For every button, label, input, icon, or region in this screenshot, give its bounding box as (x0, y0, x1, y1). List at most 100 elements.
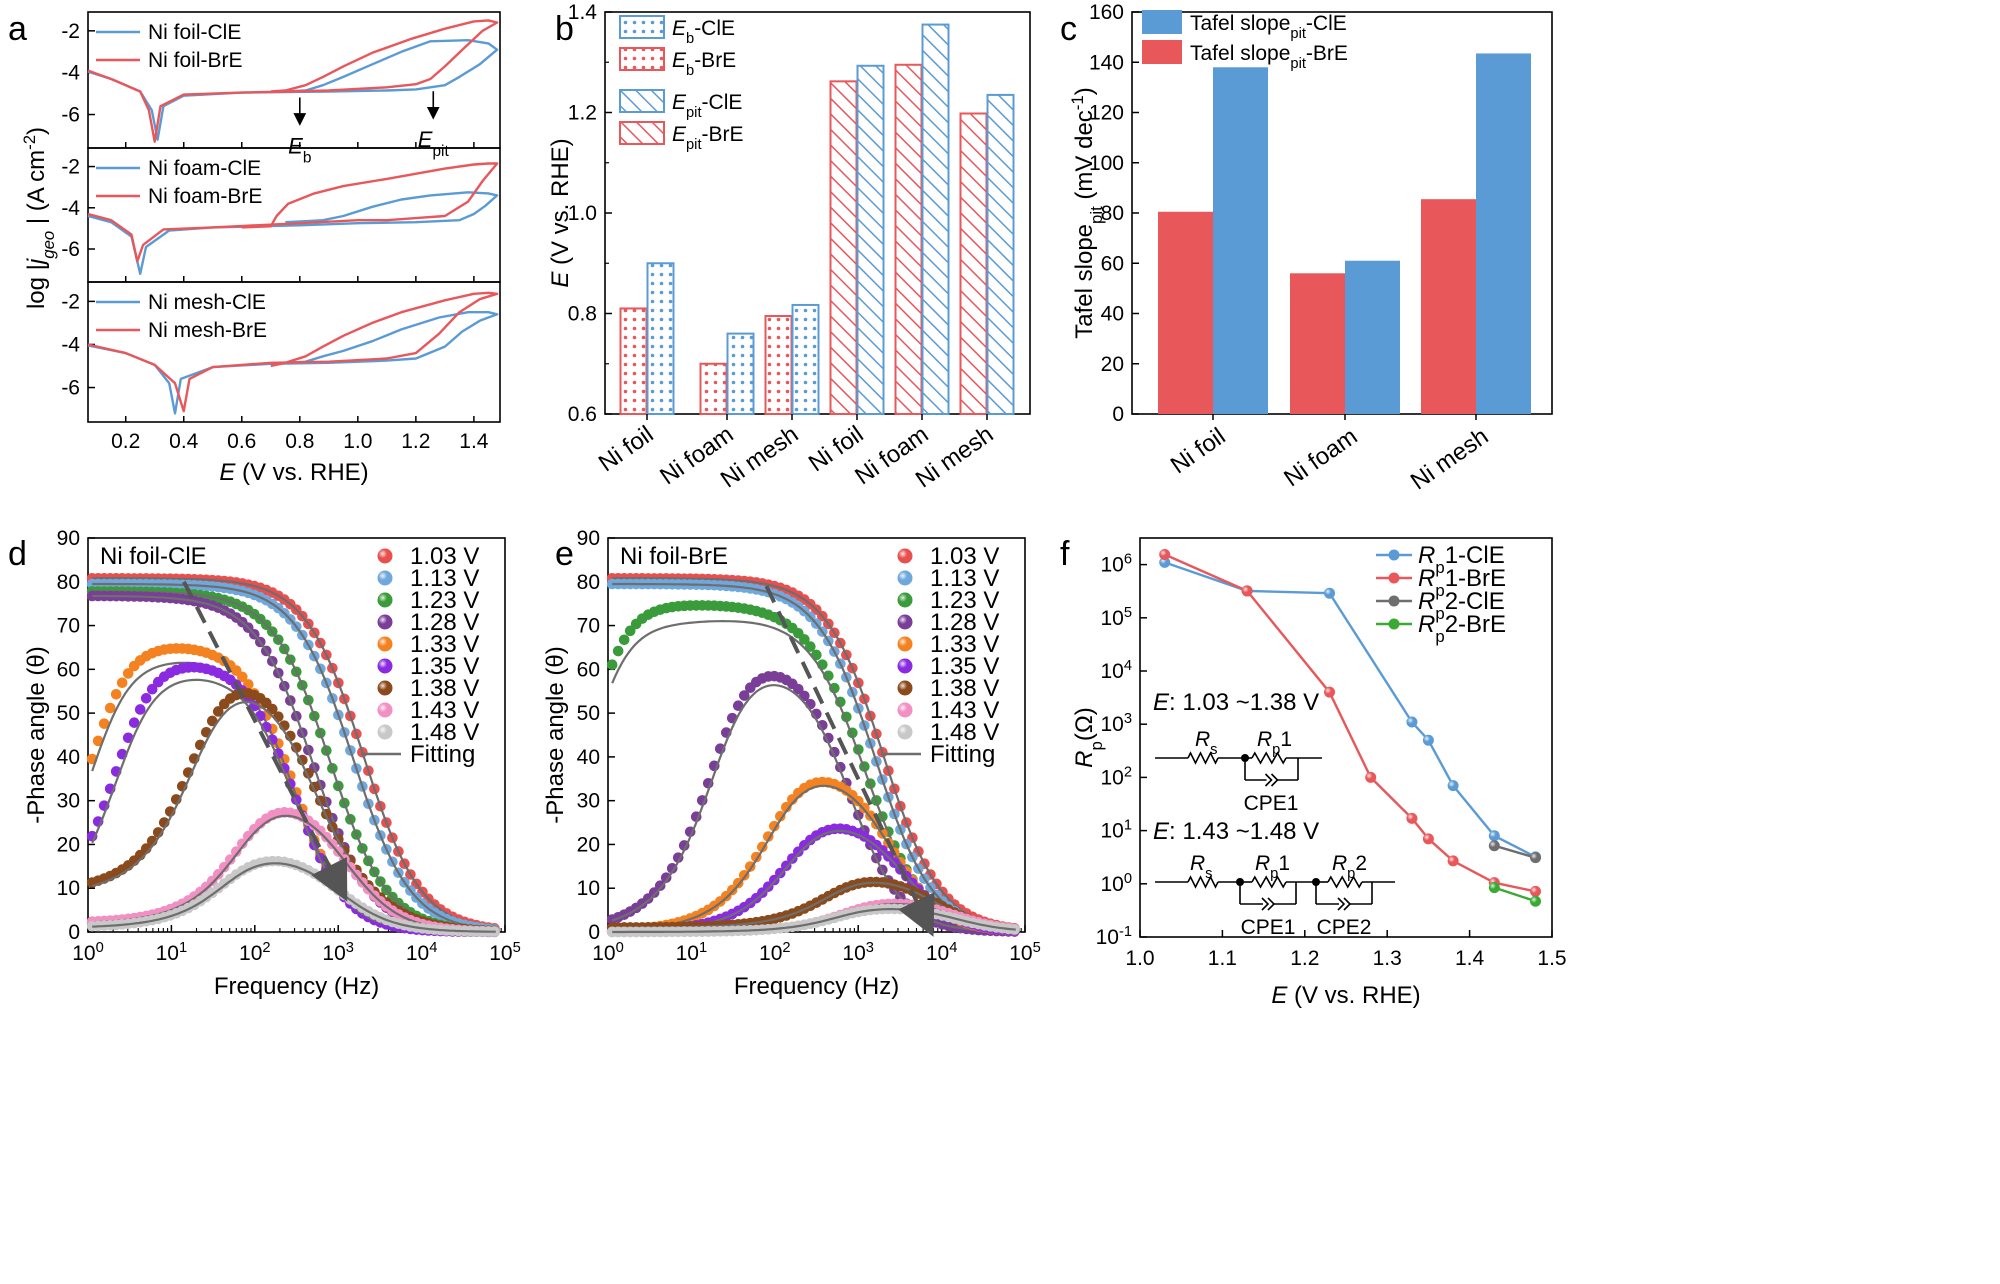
text-span: ) (23, 127, 50, 135)
data-point-4 (853, 795, 864, 807)
data-point-4 (104, 702, 116, 714)
legend-label: Rp1-ClE (1418, 542, 1505, 577)
cpe1-symbol (1264, 773, 1279, 787)
text-span: R (1257, 728, 1272, 751)
text-span: 2-BrE (1445, 611, 1506, 638)
text-span: 1 (699, 940, 707, 956)
y-axis-label: -Phase angle (θ) (23, 646, 50, 823)
legend-marker-shine (897, 724, 913, 740)
circuit-label-cpe1: CPE1 (1244, 792, 1299, 815)
x-tick-label: 100 (72, 940, 104, 965)
legend-swatch (619, 47, 665, 71)
text-span: -1 (1068, 95, 1087, 110)
y-tick-label: -4 (61, 62, 80, 85)
legend-marker-shine (377, 592, 393, 608)
legend-marker-2 (1388, 595, 1400, 607)
data-point-7 (218, 861, 230, 873)
y-tick-label: 1.0 (568, 202, 597, 225)
series-line-0 (1164, 561, 1537, 858)
fit-line-0 (612, 577, 1016, 930)
legend-label: 1.33 V (410, 631, 479, 658)
data-point-shine (1422, 734, 1434, 746)
y-tick-label: 40 (577, 746, 600, 769)
annotation-label: Epit (418, 127, 450, 160)
text-span: 1 (1124, 818, 1132, 834)
resistor-rp1 (1251, 751, 1287, 765)
text-span: log | (23, 264, 50, 309)
text-span: 10 (72, 942, 95, 965)
legend-marker-shine (897, 702, 913, 718)
text-span: j (23, 258, 50, 267)
x-tick-label: 104 (406, 940, 438, 965)
text-span: 2 (262, 940, 270, 956)
y-tick-label: -4 (61, 333, 80, 356)
text-span: 10 (406, 942, 429, 965)
y-tick-label: 100 (1100, 871, 1132, 896)
trend-arrow (182, 580, 348, 902)
data-point-7 (224, 854, 236, 865)
bar-Epit-ClE-0 (856, 64, 885, 416)
cpe2-symbol (1337, 897, 1352, 911)
bar-clE-2 (1476, 53, 1531, 415)
y-tick-label: 0.6 (568, 403, 597, 426)
y-tick-label: -2 (61, 20, 80, 43)
legend-label: Ni foam-BrE (148, 185, 262, 208)
data-point-6 (291, 742, 302, 753)
plot-frame (607, 537, 1026, 933)
fit-line-3 (611, 684, 1016, 933)
text-span: E (219, 459, 236, 486)
panel-label-c: c (1060, 10, 1077, 48)
x-tick-label: 105 (1009, 940, 1041, 965)
legend-label: 1.35 V (410, 653, 479, 680)
x-tick-label: 103 (842, 940, 874, 965)
legend-marker-shine (377, 570, 393, 586)
chart-panel-c: 0 20 40 60 80 100 120 140 160 Ni foil Ni foam Ni me… (1068, 1, 1553, 495)
data-point-3 (793, 683, 804, 695)
y-tick-label: 30 (57, 790, 80, 813)
text-span: Tafel slope (1190, 12, 1290, 35)
x-tick-label: 1.3 (1373, 947, 1402, 970)
bar-Eb-BrE-0 (619, 307, 648, 416)
text-span: R (1418, 588, 1435, 615)
bar-Eb-ClE-0 (646, 262, 675, 415)
text-span: -BrE (1306, 42, 1348, 65)
text-span: 10 (592, 942, 615, 965)
text-span: p (1435, 558, 1444, 577)
legend-label: Ni foil-BrE (148, 49, 243, 72)
x-tick-label: 1.4 (1455, 947, 1485, 970)
text-span: 2 (1355, 852, 1367, 875)
text-span: 4 (1124, 658, 1132, 674)
circuit-label-cpe2: CPE2 (1317, 916, 1372, 939)
x-tick-label: 0.6 (227, 430, 256, 453)
data-point-5 (140, 692, 152, 704)
legend-label: Fitting (930, 741, 995, 768)
y-tick-label: 100 (1089, 152, 1124, 175)
legend-swatch (1142, 10, 1182, 34)
x-tick-label: 100 (592, 940, 624, 965)
bar-brE-1 (1290, 273, 1345, 414)
text-span: E (418, 127, 433, 152)
bar-clE-1 (1345, 260, 1400, 414)
trend-arrow (764, 585, 935, 937)
text-span: -BrE (702, 123, 744, 146)
y-tick-label: 80 (577, 571, 600, 594)
legend-marker-1 (1388, 572, 1400, 584)
text-span: E (1271, 982, 1288, 1009)
text-span: 1 (179, 940, 187, 956)
text-span: (V vs. RHE) (235, 459, 368, 486)
data-point-7 (321, 831, 332, 843)
data-point-shine (1447, 855, 1459, 867)
bar-Eb-ClE-1 (726, 332, 755, 416)
data-point-5 (146, 683, 158, 695)
legend-label: 1.33 V (930, 631, 999, 658)
legend-swatch (619, 89, 665, 113)
text-span: (V vs. RHE) (547, 138, 574, 271)
text-span: 10 (1100, 660, 1123, 683)
legend-marker-0 (1388, 549, 1400, 561)
bar-Epit-BrE-1 (894, 63, 923, 415)
y-tick-label: 40 (1101, 303, 1124, 326)
text-span: pit (1087, 206, 1106, 224)
y-tick-label: 104 (1100, 658, 1132, 683)
